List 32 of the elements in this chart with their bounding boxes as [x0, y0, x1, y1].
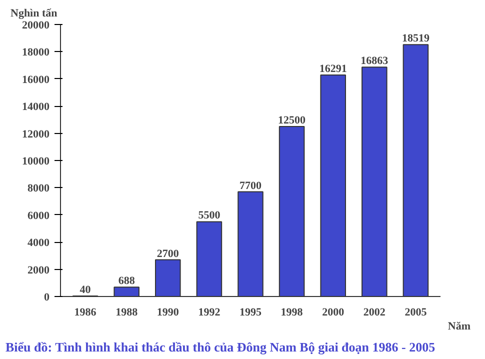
data-label: 16863 [360, 55, 389, 68]
data-label: 2700 [156, 248, 180, 260]
y-tick-label: 12000 [22, 128, 50, 140]
x-tick-label: 1992 [198, 306, 221, 318]
data-label: 40 [80, 284, 92, 296]
y-tick-label: 10000 [22, 156, 50, 168]
x-axis-title: Năm [448, 320, 470, 332]
data-label: 16291 [319, 62, 347, 75]
x-tick-label: 2002 [363, 306, 386, 318]
data-label: 5500 [198, 210, 221, 222]
y-tick-label: 20000 [22, 20, 50, 32]
y-axis-title: Nghìn tấn [10, 8, 58, 20]
data-label: 12500 [278, 114, 306, 126]
text: Biểu đồ: Tình hình khai thác dầu thô của Đông Nam Bộ giai đoạn 1986 - 2005 [6, 340, 436, 354]
x-tick-label: 2000 [322, 306, 345, 318]
y-tick-label: 6000 [28, 210, 50, 222]
data-label: 7700 [240, 180, 262, 192]
x-tick-label: 1986 [74, 306, 97, 318]
y-tick-label: 0 [44, 292, 50, 304]
x-tick-label: 1988 [116, 306, 138, 318]
x-tick-label: 1998 [280, 306, 304, 318]
y-tick-label: 4000 [28, 237, 50, 250]
y-tick-label: 16000 [22, 74, 50, 86]
x-tick-label: 1990 [156, 306, 180, 318]
y-tick-label: 14000 [22, 101, 50, 114]
y-tick-label: 2000 [28, 264, 50, 276]
data-label: 18519 [402, 32, 430, 45]
x-tick-label: 2005 [404, 306, 428, 318]
y-tick-label: 8000 [28, 182, 50, 195]
data-label: 688 [118, 275, 136, 288]
y-tick-label: 18000 [22, 46, 50, 59]
x-tick-label: 1995 [240, 306, 262, 318]
